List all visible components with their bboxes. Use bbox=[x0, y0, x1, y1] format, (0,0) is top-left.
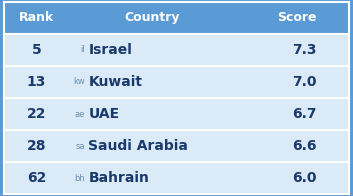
Text: Saudi Arabia: Saudi Arabia bbox=[88, 139, 188, 153]
Text: 6.6: 6.6 bbox=[292, 139, 317, 153]
Text: 62: 62 bbox=[27, 171, 46, 185]
Text: 7.0: 7.0 bbox=[292, 75, 317, 89]
Text: Score: Score bbox=[277, 12, 317, 24]
Text: bh: bh bbox=[74, 173, 85, 182]
Bar bbox=[4, 162, 349, 194]
Text: Kuwait: Kuwait bbox=[88, 75, 142, 89]
Bar bbox=[4, 2, 349, 34]
Text: 22: 22 bbox=[26, 107, 46, 121]
Bar bbox=[4, 130, 349, 162]
Text: Country: Country bbox=[125, 12, 180, 24]
Bar bbox=[4, 34, 349, 66]
Bar bbox=[4, 98, 349, 130]
Bar bbox=[4, 66, 349, 98]
Text: il: il bbox=[80, 45, 85, 54]
Text: Bahrain: Bahrain bbox=[88, 171, 149, 185]
Text: sa: sa bbox=[75, 142, 85, 151]
Text: Rank: Rank bbox=[19, 12, 54, 24]
Text: 13: 13 bbox=[27, 75, 46, 89]
Text: 28: 28 bbox=[26, 139, 46, 153]
Text: Israel: Israel bbox=[88, 43, 132, 57]
Text: 6.7: 6.7 bbox=[292, 107, 317, 121]
Text: UAE: UAE bbox=[88, 107, 119, 121]
Text: 6.0: 6.0 bbox=[292, 171, 317, 185]
Text: 7.3: 7.3 bbox=[292, 43, 317, 57]
Text: ae: ae bbox=[74, 110, 85, 119]
Text: 5: 5 bbox=[31, 43, 41, 57]
Text: kw: kw bbox=[73, 77, 85, 86]
